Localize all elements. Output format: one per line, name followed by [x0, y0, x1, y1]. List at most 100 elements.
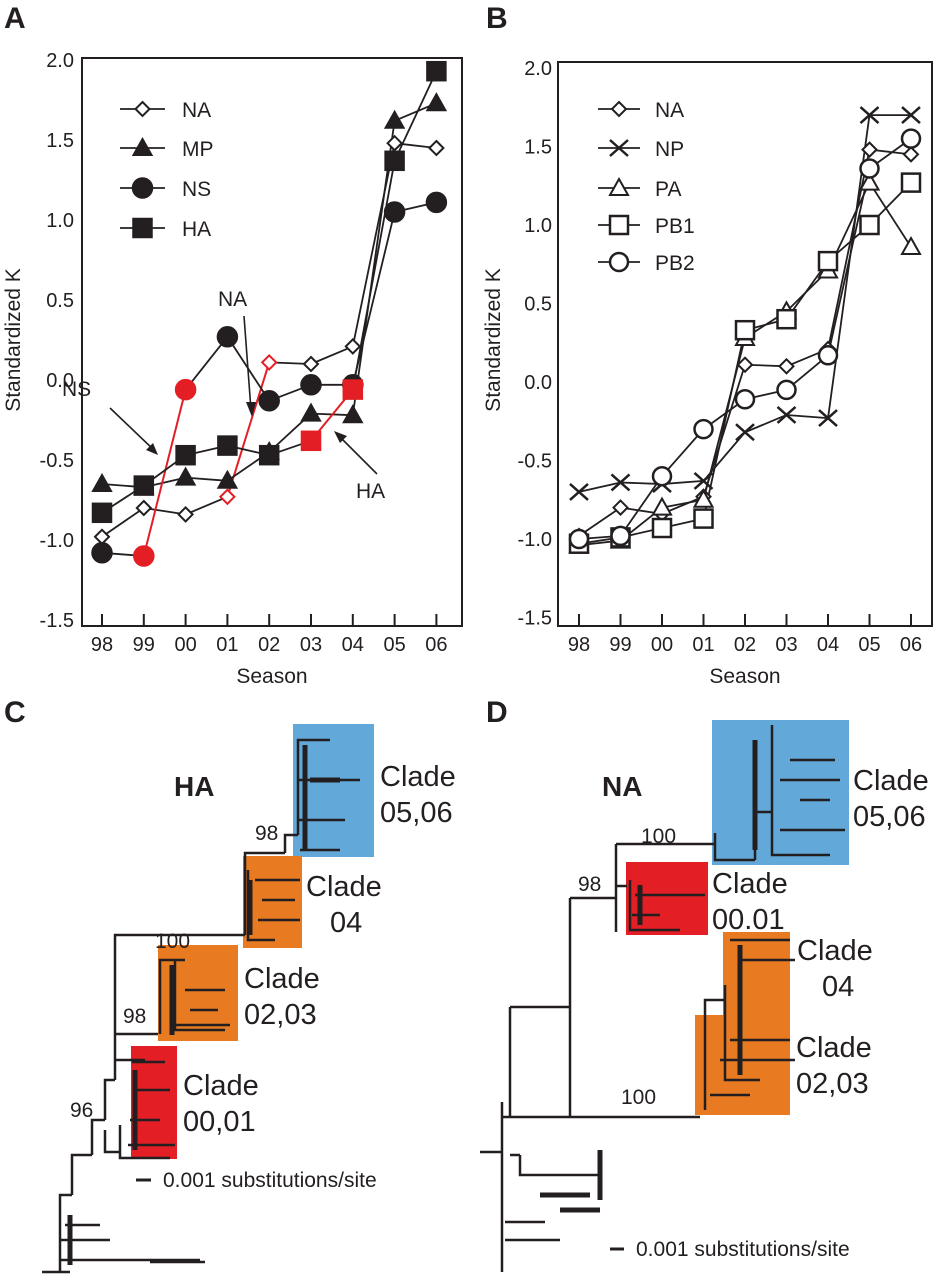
data-point-na	[93, 528, 111, 546]
data-point-na	[612, 499, 629, 517]
x-tick-label: 05	[383, 634, 405, 656]
clade-box-00-01	[131, 1046, 177, 1159]
data-point-na	[218, 488, 236, 506]
data-point-pb1	[900, 172, 922, 193]
data-point-na	[135, 499, 153, 517]
data-point-pb2	[693, 418, 714, 440]
data-point-pa	[900, 235, 922, 255]
plot-frame	[81, 57, 463, 627]
x-tick-label: 03	[300, 634, 322, 656]
data-point-pb1	[734, 319, 756, 341]
clade-label-line1: Clade	[797, 935, 873, 967]
y-tick-label: 1.5	[46, 130, 74, 152]
bootstrap-value: 100	[155, 930, 190, 953]
y-tick-label: -1.5	[518, 608, 552, 630]
data-point-na	[260, 353, 278, 371]
legend-marker-icon	[131, 177, 154, 199]
data-point-pb2	[651, 465, 673, 487]
data-point-na	[778, 357, 795, 375]
y-tick-label: -1.5	[40, 610, 74, 632]
x-tick-label: 04	[342, 634, 364, 656]
data-point-ns	[91, 542, 113, 564]
x-tick-label: 05	[858, 634, 880, 656]
x-tick-label: 00	[174, 634, 196, 656]
clade-box-04	[243, 856, 302, 948]
clade-label-line2: 04	[330, 907, 362, 939]
series-line-na	[578, 506, 622, 537]
data-point-ha	[133, 475, 155, 496]
series-line-ha	[351, 160, 396, 390]
legend-marker-icon	[608, 251, 630, 273]
x-tick-label: 01	[692, 634, 714, 656]
scale-label: 0.001 substitutions/site	[163, 1169, 377, 1192]
data-point-mp	[216, 469, 239, 489]
arrowhead-icon	[246, 402, 256, 417]
legend-label: MP	[182, 138, 214, 161]
series-line-pb2	[827, 168, 871, 356]
data-point-ns	[300, 374, 322, 396]
x-axis-label: Season	[709, 665, 780, 688]
series-line-na	[351, 143, 396, 347]
series-line-pb2	[619, 475, 663, 537]
panel-letter-a: A	[4, 2, 26, 35]
annotations-a: NS NA HA	[62, 288, 385, 503]
y-tick-label: -0.5	[518, 451, 552, 473]
x-tick-label: 06	[425, 634, 447, 656]
data-point-pb1	[776, 308, 797, 330]
series-line-mp	[185, 476, 228, 482]
series-line-np	[620, 481, 663, 485]
series-line-na	[827, 149, 871, 350]
legend-marker-icon	[131, 136, 154, 156]
data-point-np	[776, 406, 797, 424]
clade-label-line1: Clade	[380, 761, 456, 793]
y-tick-label: 0.0	[524, 372, 552, 394]
legend-label: NS	[182, 178, 211, 201]
clade-box-05-06	[712, 720, 849, 865]
x-tick-label: 03	[775, 634, 797, 656]
x-axis-label: Season	[236, 665, 307, 688]
y-tick-label: 1.0	[46, 210, 74, 232]
clade-label-line1: Clade	[183, 1070, 259, 1102]
legend-marker-icon	[610, 100, 628, 118]
data-point-pb2	[900, 128, 922, 149]
x-tick-label: 99	[609, 634, 631, 656]
y-tick-label: -1.0	[518, 529, 552, 551]
arrowhead-icon	[334, 431, 347, 443]
legend-label: NP	[655, 138, 684, 161]
clade-label-line1: Clade	[306, 871, 382, 903]
data-point-ha	[342, 379, 364, 400]
series-line-ns	[142, 389, 187, 557]
bootstrap-value: 98	[255, 822, 278, 845]
chart-a: 2.0 1.5 1.0 0.5 0.0 -0.5 -1.0 -1.5 98 99 00 01 02 03 0…	[2, 50, 463, 688]
clade-label-line2: 00,01	[183, 1106, 256, 1138]
tree-d-branches	[480, 725, 845, 1272]
y-tick-label: 0.5	[46, 290, 74, 312]
series-line-na	[310, 345, 354, 365]
x-tick-label: 01	[216, 634, 238, 656]
series-line-np	[578, 481, 621, 493]
data-point-pb1	[693, 508, 714, 529]
y-tick-label: 0.0	[46, 370, 74, 392]
legend-label: PB1	[655, 215, 695, 238]
clade-label-line1: Clade	[853, 765, 929, 797]
data-point-mp	[425, 92, 448, 112]
series-line-na	[226, 362, 271, 498]
clade-label-line2: 04	[822, 971, 854, 1003]
bootstrap-value: 100	[641, 825, 676, 848]
series-line-na	[101, 507, 145, 538]
legend-label: NA	[182, 99, 211, 122]
bootstrap-value: 100	[621, 1086, 656, 1109]
data-point-na	[427, 139, 445, 157]
data-point-ha	[91, 502, 113, 524]
tree-c: HA Clade 05,06 Clade 04 Clade 02,03 Clad…	[42, 724, 456, 1274]
legend-label: PA	[655, 178, 681, 201]
data-point-na	[386, 134, 404, 152]
data-point-pb1	[859, 214, 880, 236]
data-point-pb1	[817, 250, 839, 272]
panel-letter-d: D	[486, 696, 508, 729]
panel-letter-c: C	[4, 696, 26, 729]
series-line-na	[185, 495, 228, 516]
data-point-mp	[91, 472, 113, 492]
x-tick-label: 98	[568, 634, 590, 656]
data-point-ns	[383, 201, 406, 223]
